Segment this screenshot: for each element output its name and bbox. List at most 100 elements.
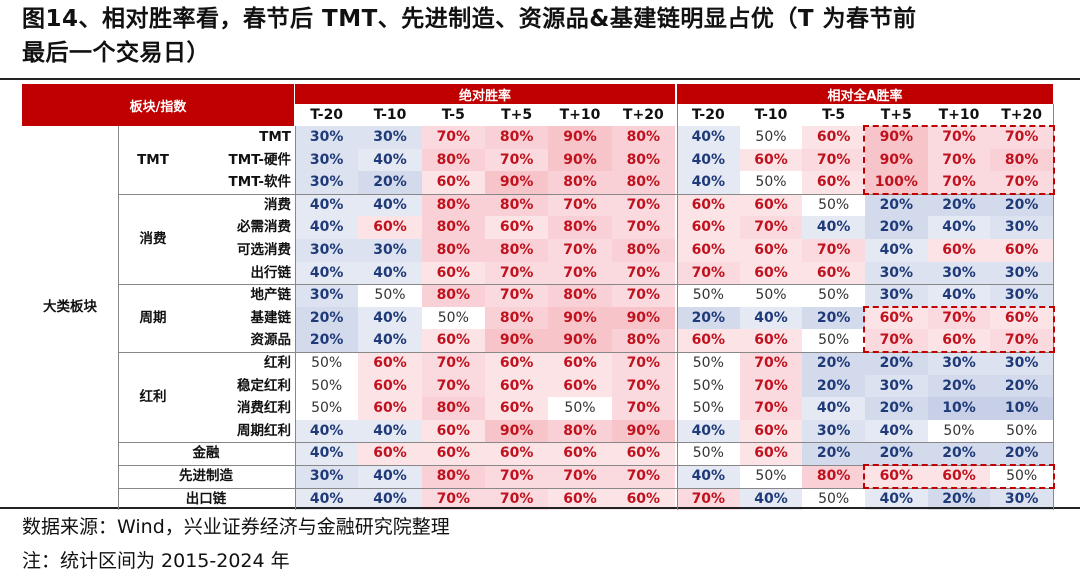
rel-column-headers: T-20 T-10 T-5 T+5 T+10 T+20 — [677, 104, 1053, 126]
rel-winrate-cell: 70% — [677, 261, 740, 285]
rel-col-tminus20: T-20 — [691, 107, 725, 123]
abs-winrate-cell: 80% — [548, 171, 612, 194]
abs-winrate-cell: 60% — [358, 352, 422, 375]
rel-winrate-cell: 90% — [865, 148, 928, 172]
table-row: 必需消费 40% 60% 80% 60% 80% 70% 60% 70% 40% 20% 40% 30% — [22, 216, 1053, 239]
rel-winrate-cell: 50% — [802, 193, 865, 217]
abs-winrate-cell: 80% — [421, 465, 485, 488]
rel-winrate-cell: 20% — [865, 397, 928, 420]
row-label: 资源品 — [250, 332, 292, 349]
figure-title-line-1: 图14、相对胜率看，春节后 TMT、先进制造、资源品&基建链明显占优（T 为春节… — [22, 6, 917, 32]
abs-winrate-cell: 30% — [295, 239, 359, 262]
abs-winrate-cell: 70% — [611, 397, 675, 420]
table-row: TMT-硬件 30% 40% 80% 70% 90% 80% 40% 60% 70% 90% 70% 8… — [22, 148, 1053, 172]
rel-winrate-cell: 50% — [677, 374, 740, 398]
abs-winrate-cell: 30% — [295, 148, 359, 172]
row-label: 消费红利 — [237, 400, 291, 417]
abs-winrate-cell: 70% — [485, 261, 549, 285]
source-note: 数据来源：Wind，兴业证券经济与金融研究院整理 — [22, 516, 450, 538]
rel-winrate-cell: 70% — [990, 171, 1053, 194]
rel-winrate-cell: 60% — [927, 329, 991, 352]
abs-winrate-cell: 70% — [421, 352, 485, 375]
abs-winrate-cell: 20% — [295, 306, 359, 330]
rel-winrate-cell: 80% — [802, 465, 865, 488]
period-note: 注：统计区间为 2015-2024 年 — [22, 550, 290, 572]
abs-winrate-cell: 30% — [295, 284, 359, 307]
rel-winrate-cell: 50% — [677, 352, 740, 375]
abs-winrate-cell: 60% — [421, 329, 485, 352]
abs-winrate-cell: 90% — [548, 148, 612, 172]
rel-winrate-cell: 40% — [677, 171, 740, 194]
abs-winrate-cell: 60% — [548, 352, 612, 375]
abs-winrate-cell: 40% — [358, 261, 422, 285]
row-label: TMT — [259, 129, 291, 145]
rel-winrate-cell: 40% — [677, 148, 740, 172]
table-row: 基建链 20% 40% 50% 80% 90% 90% 20% 40% 20% 60% 70% 60% — [22, 306, 1053, 330]
abs-winrate-cell: 90% — [611, 419, 675, 443]
abs-winrate-cell: 40% — [358, 487, 422, 511]
abs-winrate-cell: 90% — [485, 171, 549, 194]
highlight-box — [863, 464, 1055, 489]
rel-col-tplus10: T+10 — [938, 107, 980, 123]
group-divider — [118, 352, 1053, 353]
abs-winrate-cell: 40% — [358, 306, 422, 330]
abs-winrate-cell: 60% — [485, 397, 549, 420]
subgroup-label: 红利 — [139, 388, 167, 405]
table-row: 地产链 30% 50% 80% 70% 80% 70% 50% 50% 50% 30% 40% 30% — [22, 284, 1053, 307]
rel-winrate-cell: 50% — [990, 465, 1053, 488]
abs-winrate-cell: 80% — [611, 239, 675, 262]
abs-winrate-cell: 60% — [358, 374, 422, 398]
subgroup-label: 周期 — [139, 309, 167, 326]
rel-winrate-cell: 60% — [990, 306, 1053, 330]
rel-winrate-cell: 60% — [802, 171, 865, 194]
abs-winrate-cell: 40% — [295, 216, 359, 239]
table-row: 出行链 40% 40% 60% 70% 70% 70% 70% 60% 60% 30% 30% 30% — [22, 261, 1053, 285]
rel-winrate-cell: 20% — [802, 352, 865, 375]
abs-winrate-cell: 90% — [548, 306, 612, 330]
rel-winrate-cell: 50% — [739, 126, 803, 149]
abs-winrate-cell: 60% — [611, 442, 675, 465]
abs-winrate-cell: 60% — [421, 261, 485, 285]
abs-winrate-cell: 40% — [295, 193, 359, 217]
abs-winrate-cell: 30% — [295, 171, 359, 194]
abs-winrate-cell: 30% — [358, 239, 422, 262]
abs-winrate-cell: 70% — [611, 374, 675, 398]
rel-winrate-cell: 30% — [927, 261, 991, 285]
rel-winrate-cell: 30% — [927, 352, 991, 375]
abs-winrate-cell: 60% — [421, 442, 485, 465]
rel-winrate-cell: 70% — [927, 306, 991, 330]
rel-col-tminus5: T-5 — [822, 107, 846, 123]
abs-winrate-cell: 60% — [421, 171, 485, 194]
row-label: 必需消费 — [237, 219, 291, 236]
table-row: 红利 50% 60% 70% 60% 60% 70% 50% 70% 20% 20% 30% 30% — [22, 352, 1053, 375]
rel-winrate-cell: 60% — [990, 239, 1053, 262]
category-label: 大类板块 — [43, 298, 97, 315]
abs-winrate-cell: 40% — [358, 419, 422, 443]
rel-winrate-cell: 30% — [802, 419, 865, 443]
row-label: 出行链 — [250, 264, 292, 281]
abs-winrate-cell: 60% — [358, 442, 422, 465]
group-divider — [118, 284, 1053, 286]
abs-winrate-cell: 50% — [295, 397, 359, 420]
rel-winrate-cell: 20% — [990, 374, 1053, 398]
abs-winrate-cell: 70% — [548, 193, 612, 217]
table-row: 金融 40% 60% 60% 60% 60% 60% 50% 60% 20% 20% 20% 20% — [22, 442, 1053, 465]
abs-winrate-cell: 80% — [548, 419, 612, 443]
abs-winrate-cell: 80% — [611, 148, 675, 172]
rel-winrate-cell: 80% — [990, 148, 1053, 172]
rel-winrate-cell: 100% — [865, 171, 928, 194]
rel-winrate-cell: 20% — [802, 442, 865, 465]
rel-winrate-cell: 40% — [802, 216, 865, 239]
rel-winrate-cell: 20% — [927, 442, 991, 465]
rel-winrate-cell: 50% — [677, 284, 740, 307]
abs-col-tplus10: T+10 — [559, 107, 601, 123]
rel-winrate-cell: 70% — [739, 216, 803, 239]
abs-winrate-cell: 40% — [358, 465, 422, 488]
abs-winrate-cell: 70% — [611, 465, 675, 488]
subgroup-label: TMT — [137, 151, 169, 168]
row-label: 消费 — [264, 196, 291, 213]
abs-col-tplus5: T+5 — [501, 107, 533, 123]
rel-winrate-cell: 50% — [802, 284, 865, 307]
rel-winrate-cell: 40% — [865, 239, 928, 262]
abs-winrate-cell: 50% — [295, 352, 359, 375]
